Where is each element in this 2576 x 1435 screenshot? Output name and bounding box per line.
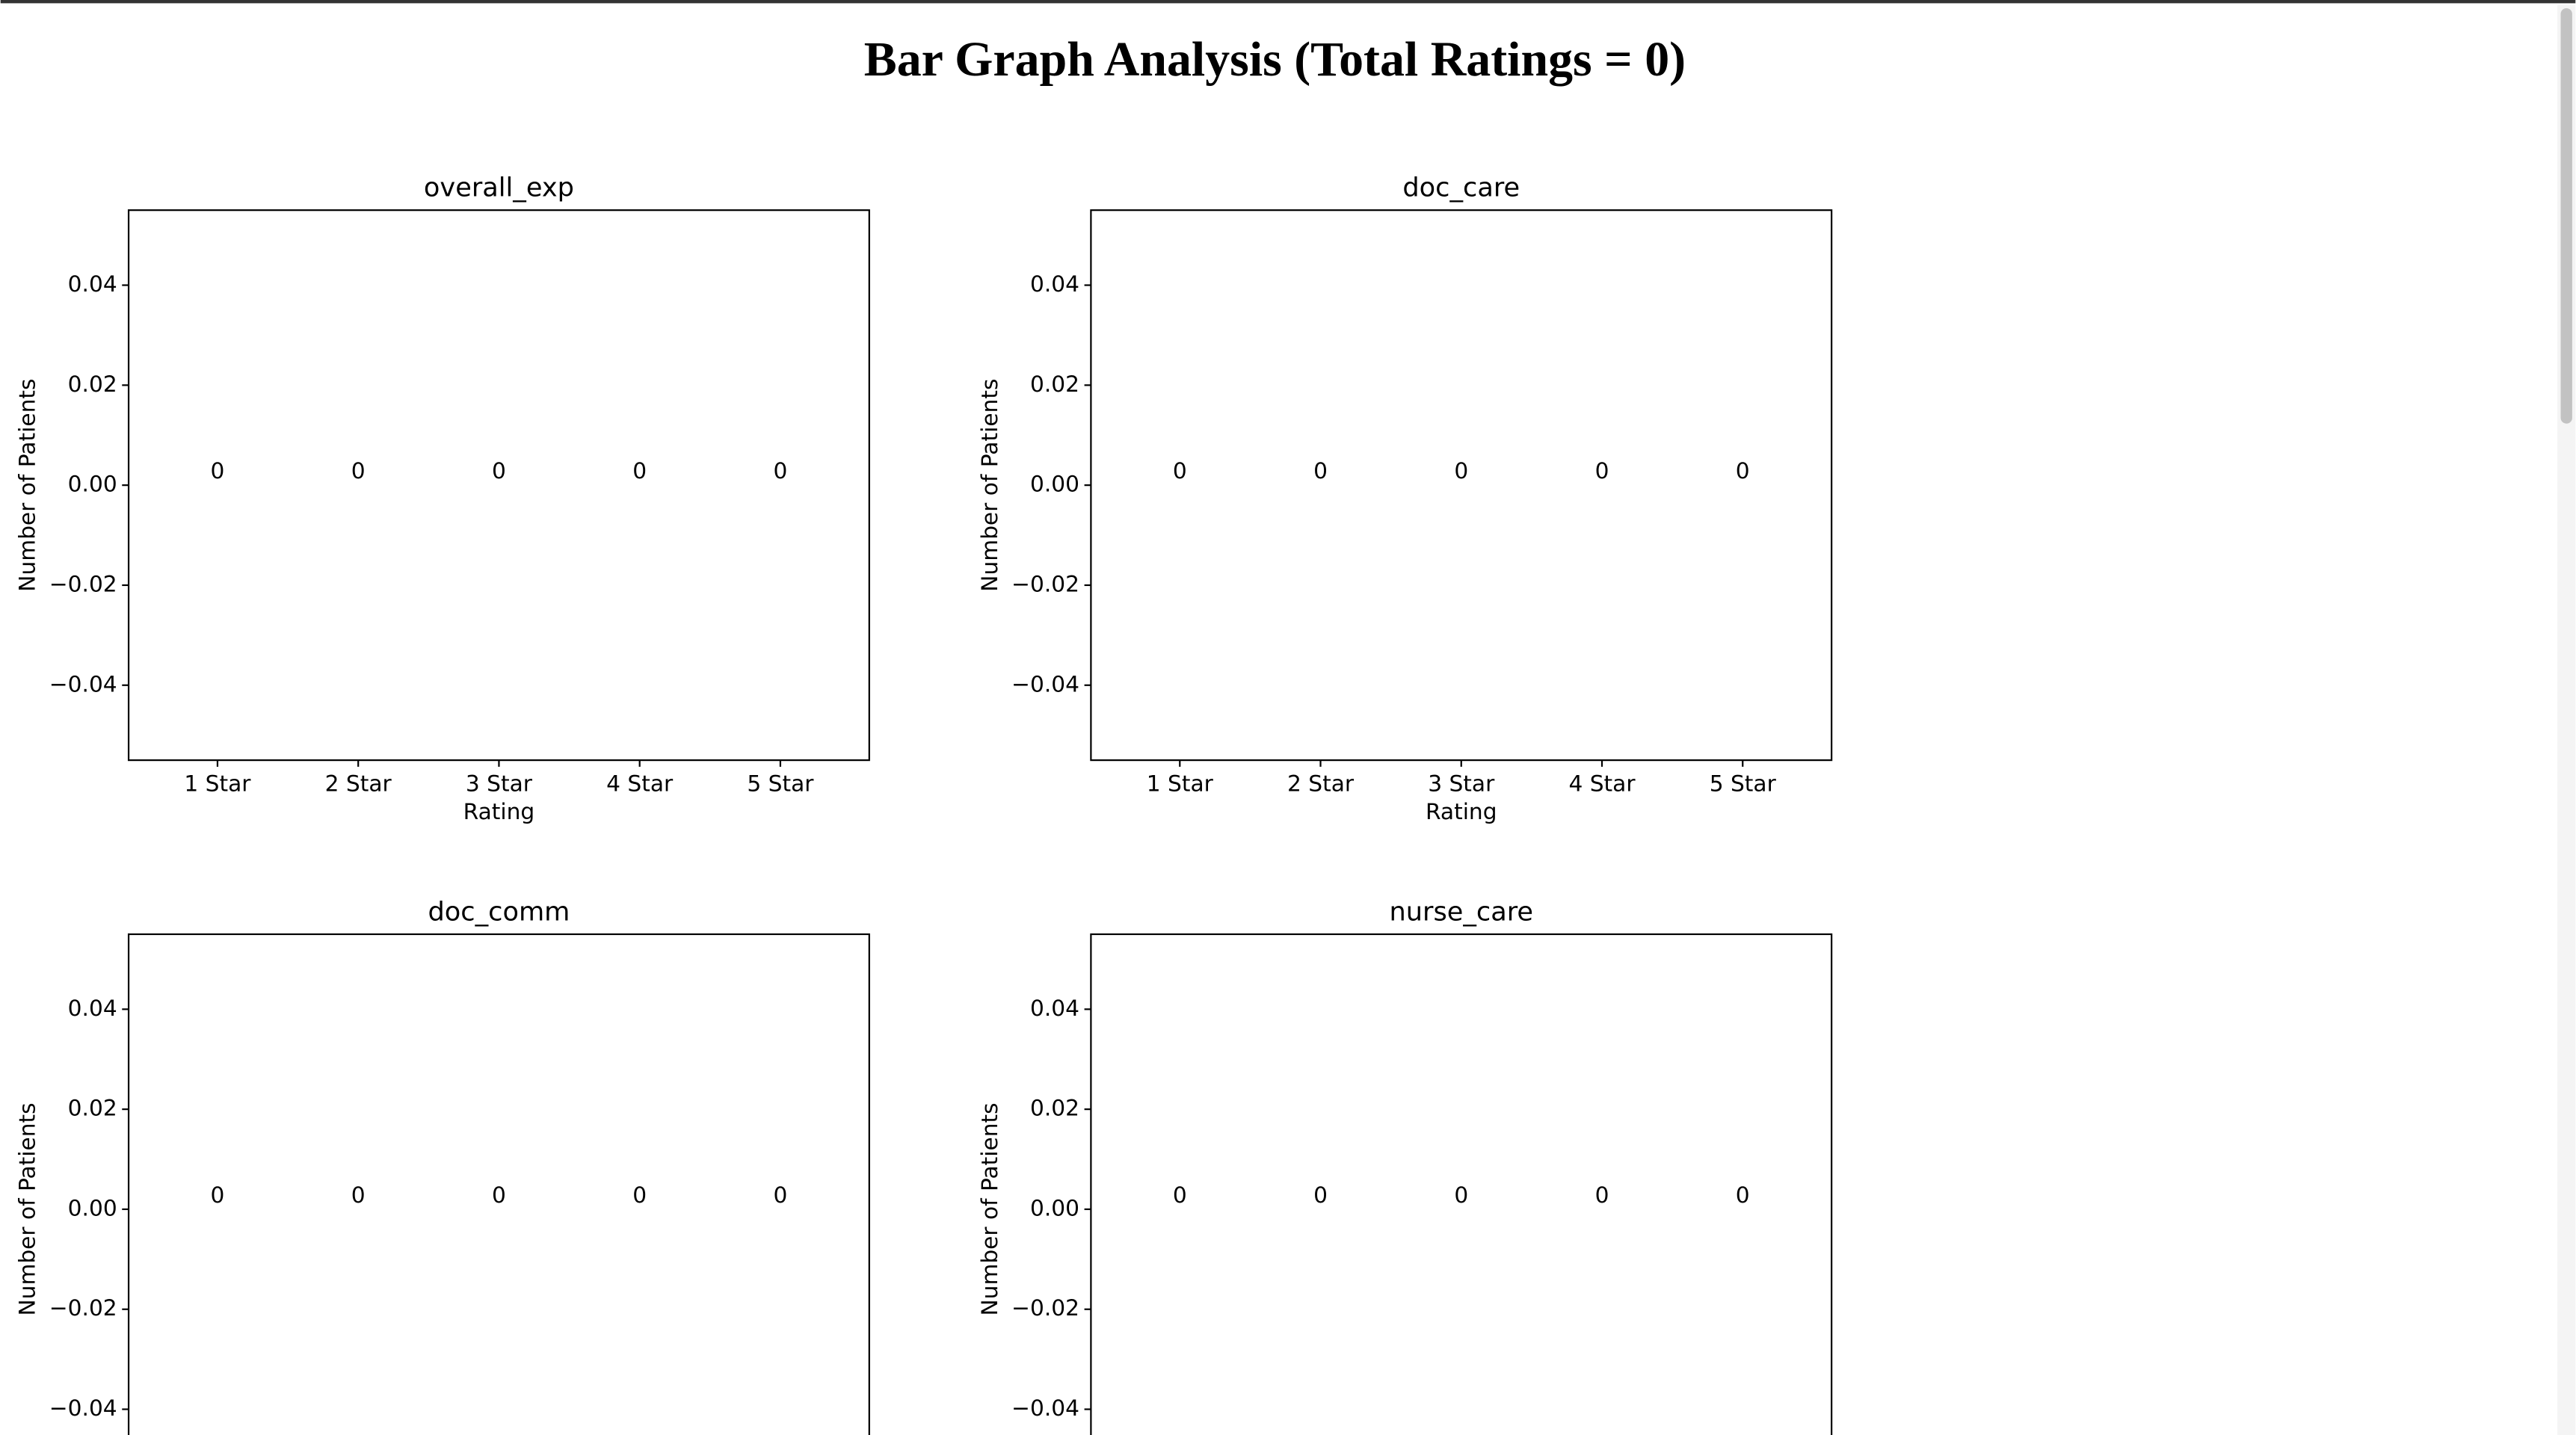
bar-value-label: 0 <box>492 1182 506 1208</box>
y-tick-label: −0.02 <box>49 570 117 596</box>
y-axis-label: Number of Patients <box>14 379 40 592</box>
x-tick-label: 5 Star <box>1710 771 1777 797</box>
bar-value-label: 0 <box>211 457 225 484</box>
bar-value-label: 0 <box>773 457 787 484</box>
bar-value-label: 0 <box>1173 457 1187 484</box>
y-tick-label: 0.00 <box>68 1194 117 1220</box>
y-tick-label: −0.04 <box>49 670 117 697</box>
chart-title: overall_exp <box>424 173 574 203</box>
chart: doc_comm −0.04 −0.02 0.00 0.02 0.04 Number of … <box>14 896 870 1435</box>
chart: doc_care −0.04 −0.02 0.00 0.02 0.04 Number of … <box>976 173 1833 824</box>
bar-value-label: 0 <box>211 1182 225 1208</box>
chart-title: doc_care <box>1402 173 1520 203</box>
y-tick-label: 0.02 <box>68 371 117 397</box>
bar-value-label: 0 <box>1313 457 1328 484</box>
y-tick-label: −0.02 <box>1011 1294 1079 1321</box>
chart: overall_exp −0.04 −0.02 0.00 0.02 0.04 Number … <box>14 173 870 824</box>
x-axis-label: Rating <box>1426 798 1497 824</box>
y-tick-label: 0.02 <box>1030 1095 1079 1121</box>
bar-value-label: 0 <box>1595 1182 1609 1208</box>
bar-value-label: 0 <box>492 457 506 484</box>
bar-value-label: 0 <box>1454 1182 1468 1208</box>
bar-value-label: 0 <box>351 457 366 484</box>
x-tick-label: 1 Star <box>184 771 251 797</box>
x-tick-label: 1 Star <box>1147 771 1214 797</box>
x-tick-label: 3 Star <box>1428 771 1495 797</box>
scrollbar-thumb[interactable] <box>2560 7 2572 424</box>
y-tick-label: 0.02 <box>68 1095 117 1121</box>
x-tick-label: 5 Star <box>747 771 814 797</box>
page-title: Bar Graph Analysis (Total Ratings = 0) <box>864 32 1686 87</box>
x-tick-label: 4 Star <box>606 771 674 797</box>
x-tick-label: 4 Star <box>1568 771 1636 797</box>
chart-title: nurse_care <box>1389 896 1533 927</box>
y-tick-label: 0.04 <box>1030 995 1079 1021</box>
chart: nurse_care −0.04 −0.02 0.00 0.02 0.04 Number o… <box>976 896 1833 1435</box>
y-tick-label: 0.00 <box>1030 471 1079 497</box>
bar-value-label: 0 <box>632 1182 647 1208</box>
y-tick-label: −0.04 <box>1011 670 1079 697</box>
y-tick-label: 0.04 <box>68 995 117 1021</box>
bar-value-label: 0 <box>1595 457 1609 484</box>
y-axis-label: Number of Patients <box>976 1102 1002 1315</box>
x-tick-label: 3 Star <box>466 771 533 797</box>
bar-value-label: 0 <box>1173 1182 1187 1208</box>
x-tick-label: 2 Star <box>1287 771 1355 797</box>
bar-value-label: 0 <box>1454 457 1468 484</box>
x-axis-label: Rating <box>463 798 535 824</box>
y-tick-label: −0.04 <box>1011 1395 1079 1421</box>
bar-value-label: 0 <box>1313 1182 1328 1208</box>
y-tick-label: −0.04 <box>49 1395 117 1421</box>
y-tick-label: 0.00 <box>1030 1194 1079 1220</box>
y-axis-label: Number of Patients <box>976 379 1002 592</box>
bar-value-label: 0 <box>1736 457 1750 484</box>
bar-value-label: 0 <box>773 1182 787 1208</box>
y-tick-label: 0.02 <box>1030 371 1079 397</box>
bar-value-label: 0 <box>632 457 647 484</box>
y-tick-label: 0.04 <box>68 271 117 297</box>
y-axis-label: Number of Patients <box>14 1102 40 1315</box>
chart-title: doc_comm <box>428 896 570 927</box>
x-tick-label: 2 Star <box>325 771 392 797</box>
y-tick-label: 0.00 <box>68 471 117 497</box>
bar-value-label: 0 <box>351 1182 366 1208</box>
y-tick-label: −0.02 <box>49 1294 117 1321</box>
bar-value-label: 0 <box>1736 1182 1750 1208</box>
y-tick-label: −0.02 <box>1011 570 1079 596</box>
y-tick-label: 0.04 <box>1030 271 1079 297</box>
